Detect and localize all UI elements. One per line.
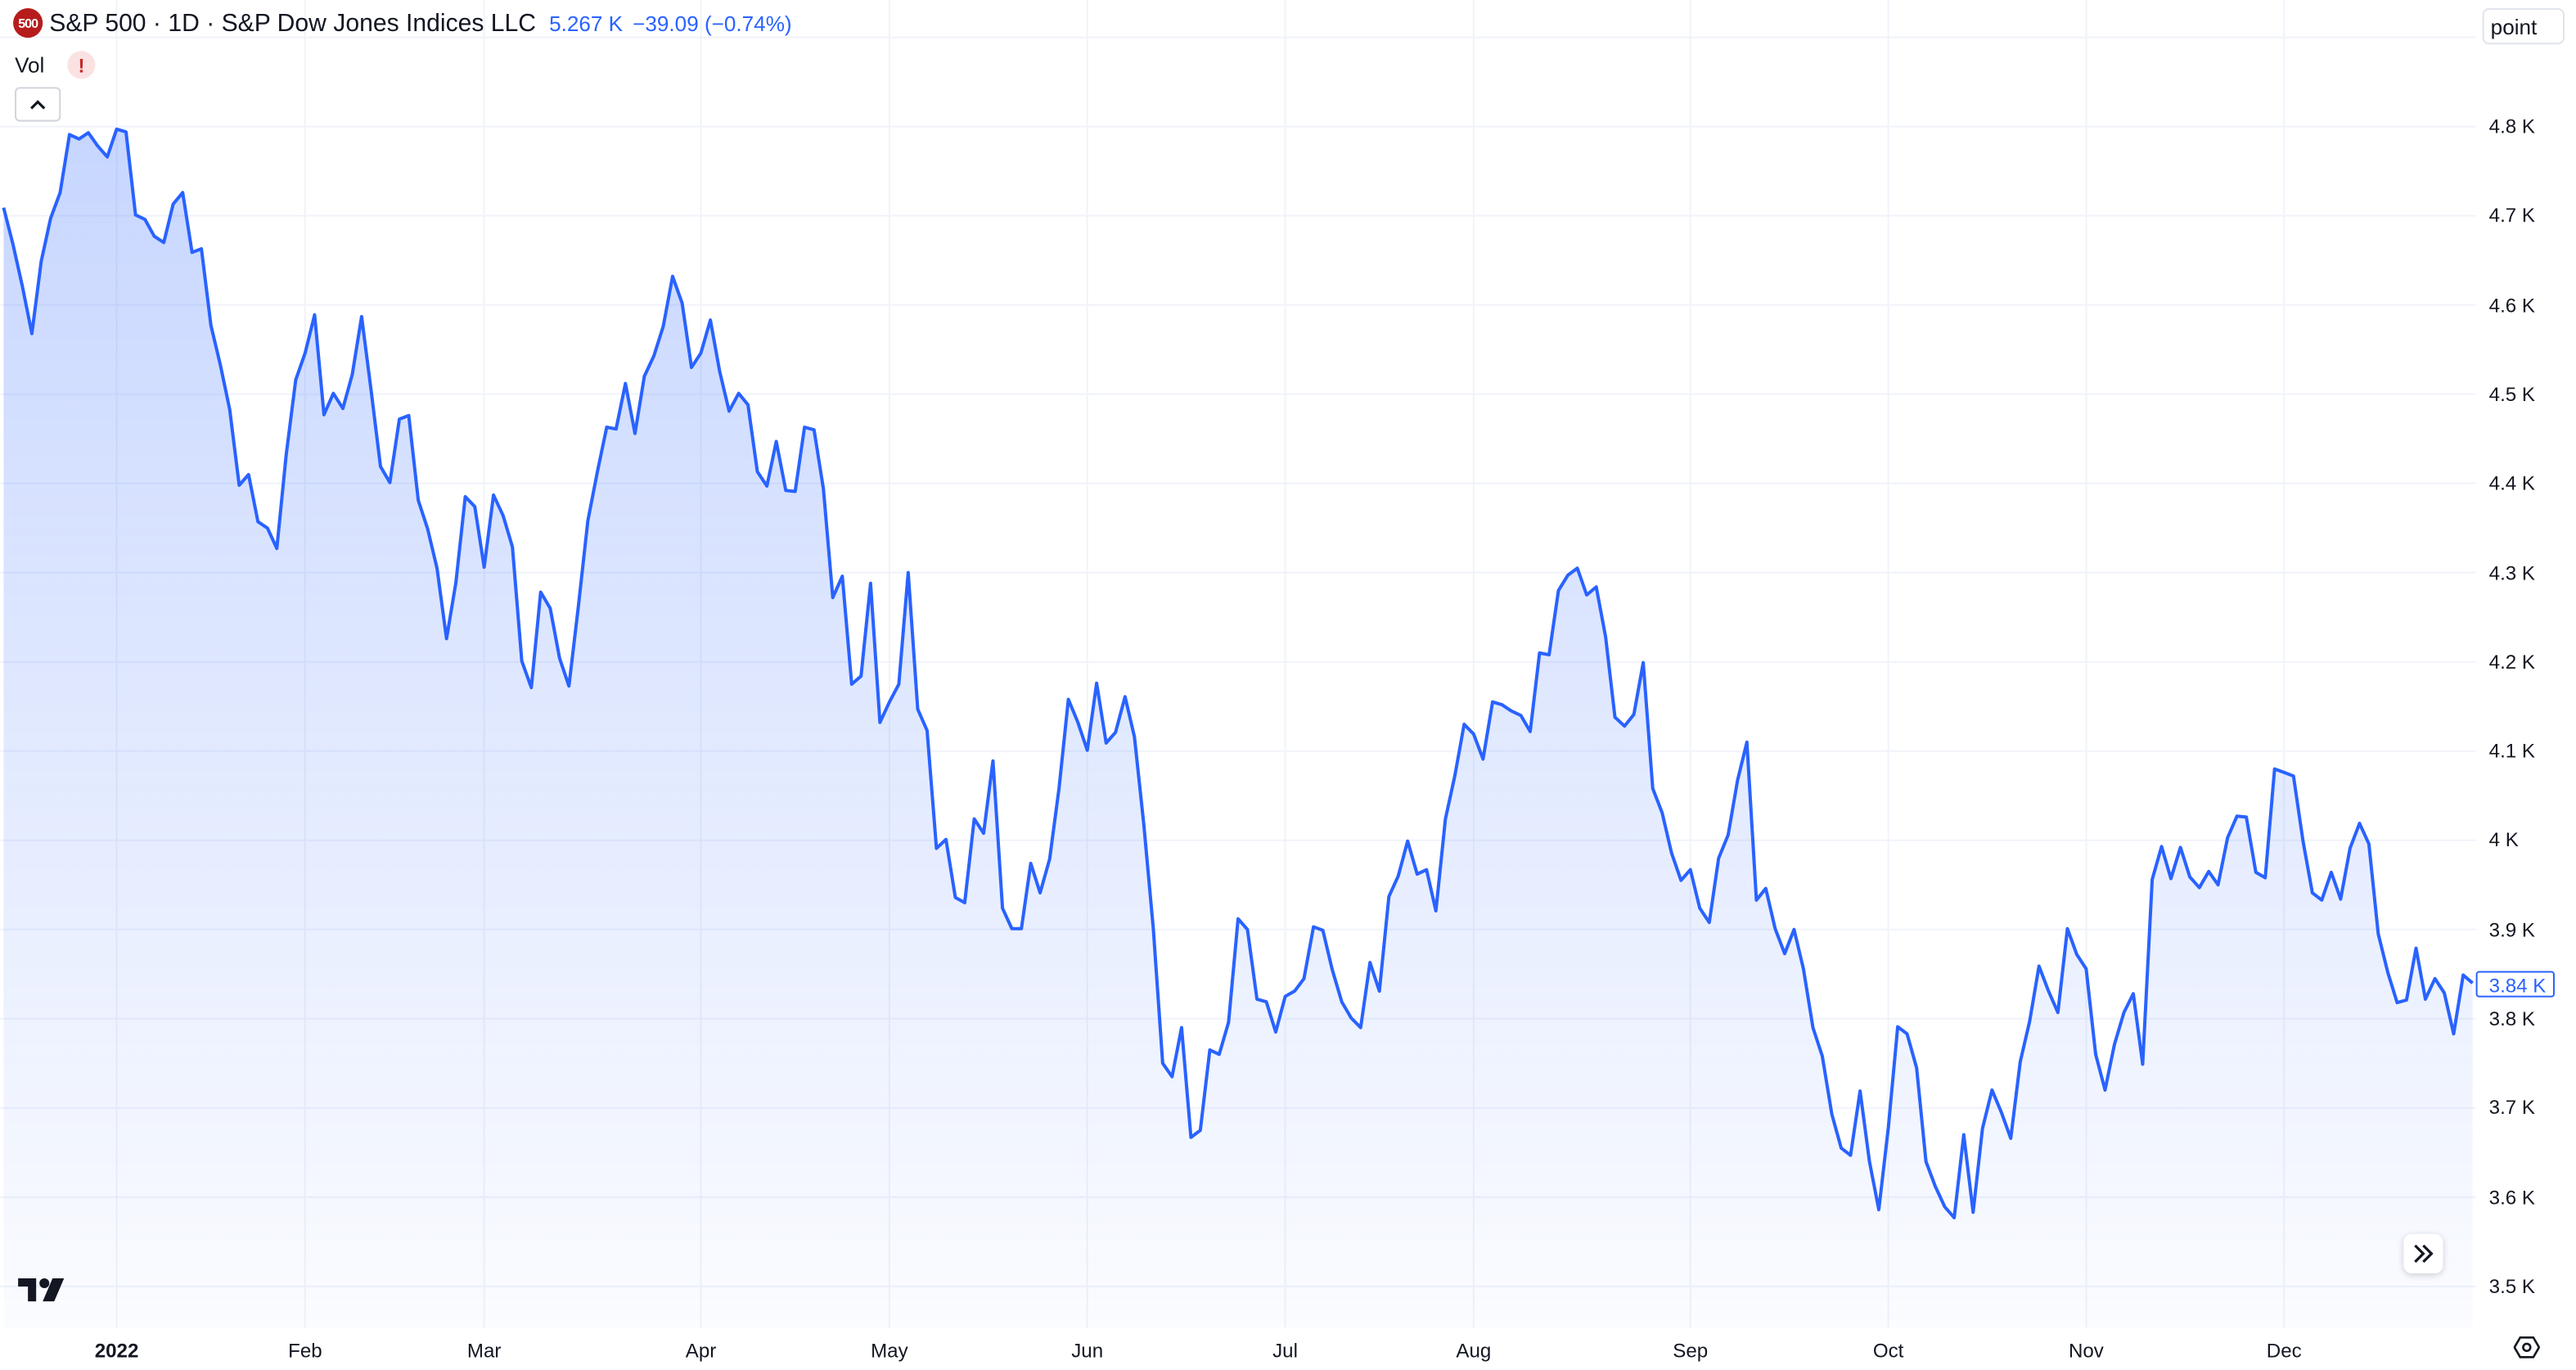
y-tick-label: 4.6 K (2488, 293, 2535, 317)
y-tick-label: 3.5 K (2488, 1274, 2535, 1298)
volume-label[interactable]: Vol (15, 52, 45, 78)
y-tick-label: 4 K (2488, 828, 2519, 852)
last-price-label: 3.84 K (2475, 971, 2555, 998)
series-area (3, 128, 2473, 1328)
double-chevron-right-icon (2414, 1244, 2434, 1264)
x-tick-label: Oct (1872, 1339, 1904, 1363)
x-tick-label: Jul (1272, 1339, 1298, 1363)
symbol-title[interactable]: S&P 500 · 1D · S&P Dow Jones Indices LLC (49, 9, 537, 38)
y-tick-label: 4.3 K (2488, 561, 2535, 584)
x-tick-label: Mar (466, 1339, 502, 1363)
last-price: 5.267 K (549, 11, 624, 36)
x-tick-label: Sep (1673, 1339, 1709, 1363)
y-tick-label: 4.8 K (2488, 115, 2535, 138)
chart-legend: 500 S&P 500 · 1D · S&P Dow Jones Indices… (13, 8, 792, 38)
tradingview-logo[interactable] (18, 1277, 70, 1311)
y-tick-label: 4.2 K (2488, 650, 2535, 674)
price-change: −39.09 (−0.74%) (633, 11, 792, 36)
x-tick-label: May (871, 1339, 908, 1363)
x-tick-label: Nov (2068, 1339, 2104, 1363)
warning-icon[interactable]: ! (67, 51, 96, 79)
chart-settings-icon[interactable] (2513, 1334, 2541, 1368)
y-tick-label: 3.6 K (2488, 1185, 2535, 1209)
x-tick-label: Aug (1456, 1339, 1492, 1363)
y-tick-label: 3.9 K (2488, 917, 2535, 941)
x-tick-label: Jun (1071, 1339, 1104, 1363)
volume-legend: Vol ! (15, 51, 96, 79)
y-tick-label: 3.7 K (2488, 1096, 2535, 1120)
y-tick-label: 4.7 K (2488, 204, 2535, 228)
y-tick-label: 4.1 K (2488, 739, 2535, 763)
series-line (2, 127, 2474, 1219)
scroll-to-realtime-button[interactable] (2403, 1233, 2443, 1273)
chevron-up-icon (30, 100, 46, 110)
y-tick-label: 4.4 K (2488, 471, 2535, 495)
symbol-logo: 500 (13, 8, 43, 38)
price-unit-label[interactable]: point (2482, 8, 2565, 45)
y-tick-label: 4.5 K (2488, 382, 2535, 406)
x-tick-label: Feb (288, 1339, 322, 1363)
x-tick-label: 2022 (94, 1339, 139, 1363)
collapse-legend-button[interactable] (15, 87, 61, 122)
x-tick-label: Dec (2266, 1339, 2302, 1363)
x-tick-label: Apr (685, 1339, 717, 1363)
y-tick-label: 3.8 K (2488, 1007, 2535, 1030)
